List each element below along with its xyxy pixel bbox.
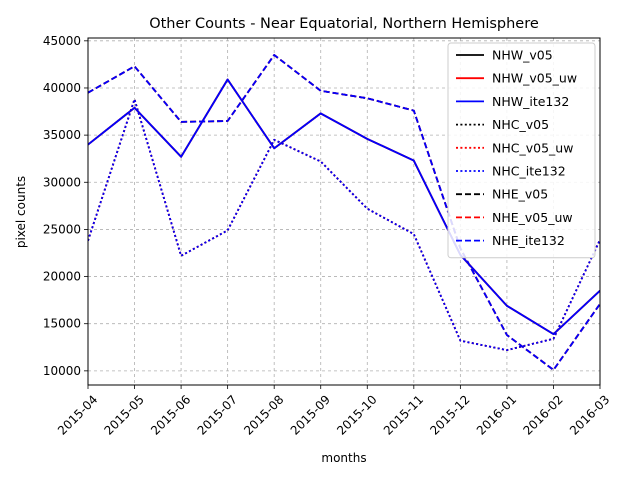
legend-label: NHC_v05_uw: [492, 140, 573, 155]
legend-label: NHC_v05: [492, 117, 549, 132]
y-tick-label: 25000: [43, 222, 81, 236]
legend-label: NHE_v05: [492, 187, 548, 202]
series-line-nhe-ite132: [88, 54, 600, 371]
legend-label: NHE_v05_uw: [492, 210, 573, 225]
legend-label: NHW_v05_uw: [492, 71, 577, 86]
y-tick-label: 30000: [43, 175, 81, 189]
legend-label: NHW_ite132: [492, 94, 569, 109]
y-tick-label: 35000: [43, 128, 81, 142]
y-tick-label: 20000: [43, 270, 81, 284]
plot-frame: [87, 37, 601, 386]
legend-label: NHW_v05: [492, 48, 553, 63]
series-line-nhc-ite132: [88, 98, 600, 352]
series-group: [88, 54, 600, 371]
y-tick-label: 45000: [43, 34, 81, 48]
legend-label: NHE_ite132: [492, 233, 565, 248]
chart-title: Other Counts - Near Equatorial, Northern…: [149, 16, 539, 32]
y-tick-label: 40000: [43, 81, 81, 95]
x-axis-label: months: [321, 451, 366, 465]
y-tick-label: 10000: [43, 364, 81, 378]
legend-box: [447, 42, 596, 259]
legend: NHW_v05 NHW_v05_uw NHW_ite132 NHC_v05 NHC_v0…: [447, 42, 596, 259]
y-axis-label: pixel counts: [14, 176, 28, 248]
legend-label: NHC_ite132: [492, 164, 566, 179]
series-line-nhw-ite132: [88, 78, 600, 336]
y-tick-label: 15000: [43, 317, 81, 331]
